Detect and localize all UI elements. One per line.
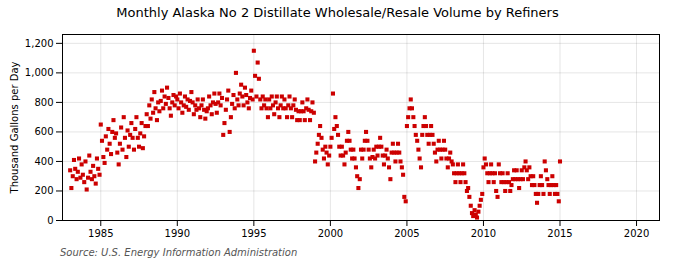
svg-text:2020: 2020 <box>624 228 649 239</box>
svg-text:0: 0 <box>47 215 53 226</box>
svg-text:800: 800 <box>34 97 53 108</box>
svg-text:2015: 2015 <box>547 228 572 239</box>
svg-text:600: 600 <box>34 126 53 137</box>
svg-text:1985: 1985 <box>88 228 113 239</box>
svg-text:400: 400 <box>34 156 53 167</box>
svg-text:1995: 1995 <box>241 228 266 239</box>
svg-text:2000: 2000 <box>318 228 343 239</box>
svg-text:Thousand Gallons per Day: Thousand Gallons per Day <box>9 61 20 194</box>
svg-text:1,000: 1,000 <box>25 67 54 78</box>
svg-text:1,200: 1,200 <box>25 38 54 49</box>
html-text:Source: U.S. Energy Informatio: Source: U.S. Energy Information Administ… <box>60 247 298 258</box>
svg-text:1990: 1990 <box>165 228 190 239</box>
svg-text:2010: 2010 <box>471 228 496 239</box>
svg-text:200: 200 <box>34 185 53 196</box>
html-text:Monthly Alaska No 2 Distillate: Monthly Alaska No 2 Distillate Wholesale… <box>116 5 559 20</box>
svg-text:2005: 2005 <box>394 228 419 239</box>
